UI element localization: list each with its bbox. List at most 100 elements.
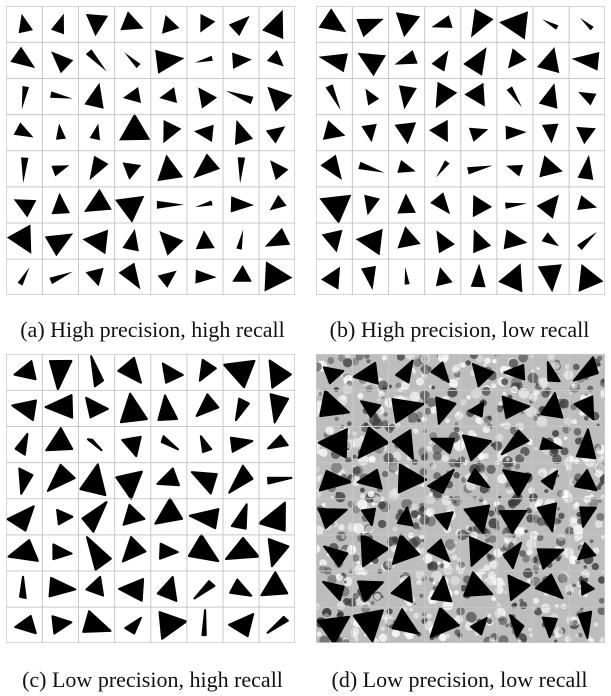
triangle-shape — [391, 429, 414, 460]
sample-cell — [577, 195, 598, 210]
triangle-shape — [391, 398, 425, 424]
panel-d-image — [316, 354, 605, 643]
triangle-shape — [472, 194, 493, 218]
sample-cell — [44, 233, 74, 257]
triangle-shape — [159, 87, 177, 103]
triangle-shape — [390, 576, 413, 603]
sample-cell — [193, 124, 214, 142]
triangle-shape — [577, 195, 598, 210]
triangle-shape — [539, 155, 563, 178]
triangle-shape — [229, 578, 253, 597]
triangle-shape — [269, 194, 287, 211]
triangle-shape — [85, 49, 107, 72]
triangle-shape — [436, 160, 450, 178]
sample-cell — [319, 194, 352, 224]
sample-cell — [232, 265, 252, 282]
triangle-shape — [85, 267, 104, 287]
triangle-shape — [49, 271, 73, 285]
sample-cell — [350, 604, 391, 643]
triangle-shape — [471, 8, 494, 38]
triangle-shape — [468, 401, 485, 418]
sample-cell — [436, 160, 450, 178]
triangle-shape — [269, 393, 290, 424]
sample-cell — [122, 229, 139, 252]
sample-cell — [162, 15, 180, 34]
sample-cell — [117, 356, 142, 384]
sample-cell — [397, 160, 416, 173]
sample-cell — [268, 359, 292, 389]
triangle-shape — [85, 14, 109, 37]
sample-cell — [269, 194, 287, 211]
sample-cell — [156, 575, 178, 602]
triangle-shape — [234, 119, 254, 145]
sample-cell — [48, 576, 77, 598]
sample-cell — [267, 476, 293, 485]
triangle-shape — [499, 11, 528, 40]
triangle-shape — [435, 267, 453, 287]
sample-cell — [269, 393, 290, 424]
triangle-shape — [82, 610, 112, 633]
triangle-shape — [575, 428, 597, 460]
triangle-shape — [500, 429, 530, 456]
sample-cell — [79, 463, 107, 497]
sample-cell — [508, 48, 527, 69]
sample-cell — [537, 47, 560, 74]
triangle-shape — [427, 468, 455, 494]
triangle-shape — [471, 363, 495, 388]
sample-cell — [156, 200, 185, 209]
sample-cell — [115, 195, 145, 223]
panel-a-grid — [6, 6, 295, 295]
sample-cell — [361, 123, 377, 143]
triangle-shape — [18, 467, 34, 495]
triangle-shape — [267, 434, 289, 450]
sample-cell — [427, 570, 460, 611]
triangle-shape — [577, 542, 597, 561]
sample-cell — [395, 12, 421, 38]
sample-cell — [18, 13, 33, 34]
triangle-shape — [190, 471, 218, 495]
triangle-shape — [195, 269, 217, 284]
sample-cell — [159, 87, 177, 103]
sample-cell — [264, 227, 291, 247]
sample-cell — [90, 355, 104, 388]
sample-cell — [120, 11, 144, 31]
triangle-shape — [394, 122, 417, 145]
triangle-shape — [267, 86, 293, 112]
triangle-shape — [540, 469, 559, 490]
triangle-shape — [462, 434, 492, 462]
sample-cell — [50, 13, 64, 35]
triangle-shape — [395, 359, 414, 384]
sample-cell — [82, 229, 109, 255]
triangle-shape — [157, 270, 177, 288]
sample-cell — [115, 470, 143, 500]
triangle-shape — [498, 509, 528, 534]
triangle-shape — [426, 538, 451, 563]
sample-cell — [155, 49, 185, 74]
sample-cell — [456, 606, 499, 643]
triangle-shape — [55, 123, 66, 140]
sample-cell — [7, 539, 39, 562]
triangle-shape — [361, 123, 377, 143]
triangle-shape — [536, 194, 559, 219]
sample-cell — [21, 157, 29, 184]
triangle-shape — [505, 202, 528, 209]
triangle-shape — [156, 467, 180, 487]
triangle-shape — [574, 469, 598, 492]
sample-cell — [472, 194, 493, 218]
sample-cell — [505, 202, 528, 209]
triangle-shape — [122, 503, 146, 526]
sample-cell — [237, 157, 246, 184]
sample-cell — [505, 125, 527, 140]
triangle-shape — [86, 438, 103, 452]
sample-cell — [364, 194, 380, 216]
sample-cell — [234, 397, 250, 422]
triangle-shape — [360, 533, 390, 568]
triangle-shape — [397, 226, 421, 249]
triangle-shape — [115, 470, 143, 500]
sample-cell — [188, 508, 220, 530]
triangle-shape — [352, 609, 384, 643]
sample-cell — [316, 462, 356, 503]
sample-cell — [82, 610, 112, 633]
triangle-shape — [503, 364, 526, 381]
triangle-shape — [435, 81, 458, 109]
